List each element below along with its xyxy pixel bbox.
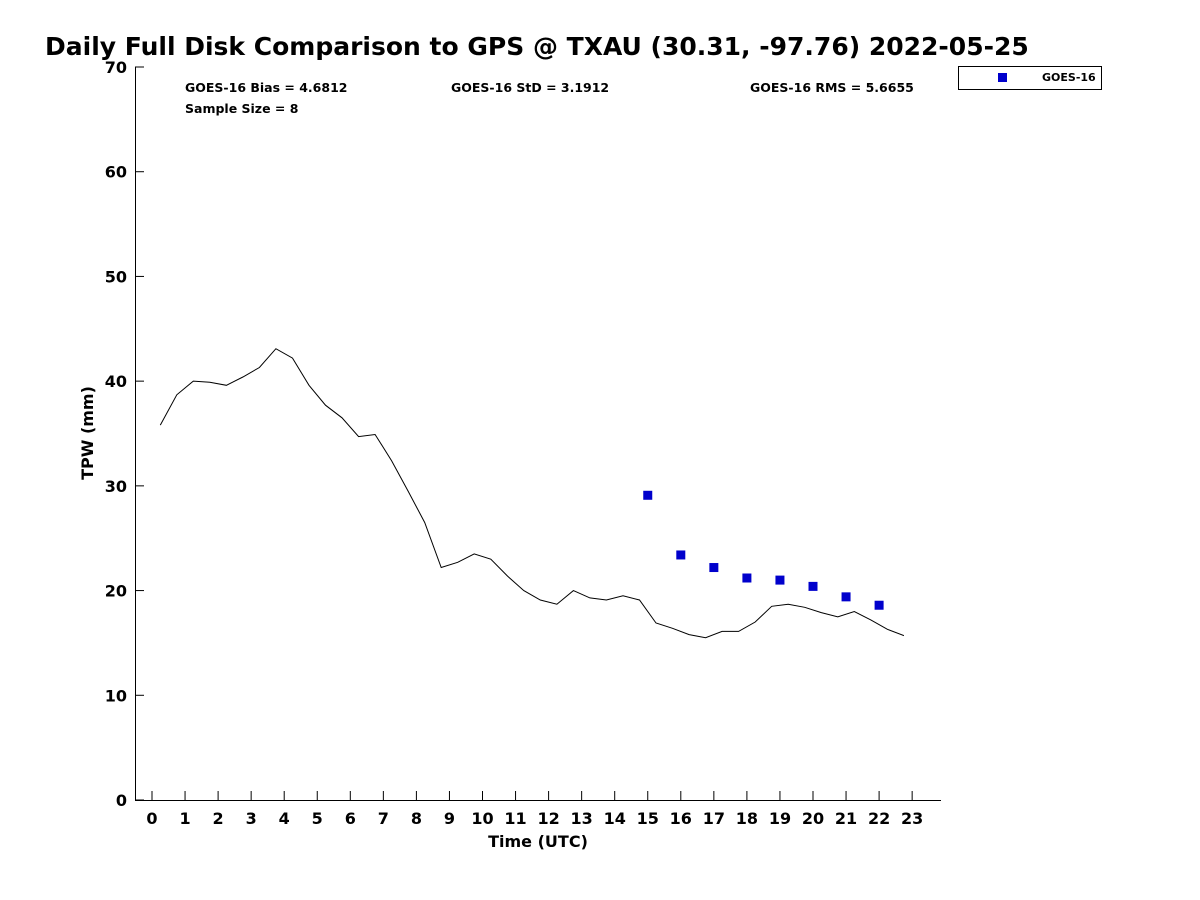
goes-16-markers [643,490,884,610]
legend-marker-goes-16 [998,73,1007,82]
goes-16-point [709,563,719,573]
x-tick-label: 8 [411,809,422,828]
x-tick-label: 21 [835,809,857,828]
goes-16-point [643,490,653,500]
x-tick-label: 15 [637,809,659,828]
goes-16-point [808,581,818,591]
goes-16-point [775,575,785,585]
x-tick-label: 22 [868,809,890,828]
x-axis-label: Time (UTC) [488,832,588,851]
y-tick-label: 70 [105,58,127,77]
y-tick-label: 60 [105,163,127,182]
goes-16-point [874,600,884,610]
x-tick-label: 20 [802,809,824,828]
goes-16-point [676,550,686,560]
x-tick-label: 16 [670,809,692,828]
plot-frame [136,68,942,801]
x-tick-label: 4 [279,809,290,828]
x-tick-label: 14 [604,809,626,828]
y-tick-label: 30 [105,477,127,496]
x-tick-label: 3 [246,809,257,828]
goes-16-point [742,573,752,583]
stat-rms: GOES-16 RMS = 5.6655 [750,80,914,95]
legend-label-goes-16: GOES-16 [1042,71,1096,84]
y-tick-label: 10 [105,686,127,705]
x-tick-label: 6 [345,809,356,828]
x-tick-label: 2 [213,809,224,828]
x-tick-label: 1 [179,809,190,828]
gps-tpw-line [159,348,905,639]
legend-box [958,66,1102,90]
x-tick-label: 18 [736,809,758,828]
chart-title: Daily Full Disk Comparison to GPS @ TXAU… [45,32,1029,61]
y-tick-label: 50 [105,267,127,286]
x-ticks: 0 1 2 3 4 5 6 7 8 9 10 11 12 13 14 15 16 17 18 19 20 21 22 23 [146,791,923,828]
x-tick-label: 11 [504,809,526,828]
x-tick-label: 23 [901,809,923,828]
y-ticks: 0 10 20 30 40 50 60 70 [105,58,144,810]
stat-sample-size: Sample Size = 8 [185,101,298,116]
y-tick-label: 0 [116,791,127,810]
y-axis-label: TPW (mm) [78,386,97,480]
legend: GOES-16 [958,66,1102,90]
x-tick-label: 12 [537,809,559,828]
x-tick-label: 19 [769,809,791,828]
y-tick-label: 20 [105,582,127,601]
x-tick-label: 10 [471,809,493,828]
x-tick-label: 13 [571,809,593,828]
x-tick-label: 7 [378,809,389,828]
stat-std: GOES-16 StD = 3.1912 [451,80,609,95]
y-tick-label: 40 [105,372,127,391]
goes-16-point [841,592,851,602]
x-tick-label: 5 [312,809,323,828]
x-tick-label: 9 [444,809,455,828]
stat-bias: GOES-16 Bias = 4.6812 [185,80,347,95]
x-tick-label: 0 [146,809,157,828]
x-tick-label: 17 [703,809,725,828]
